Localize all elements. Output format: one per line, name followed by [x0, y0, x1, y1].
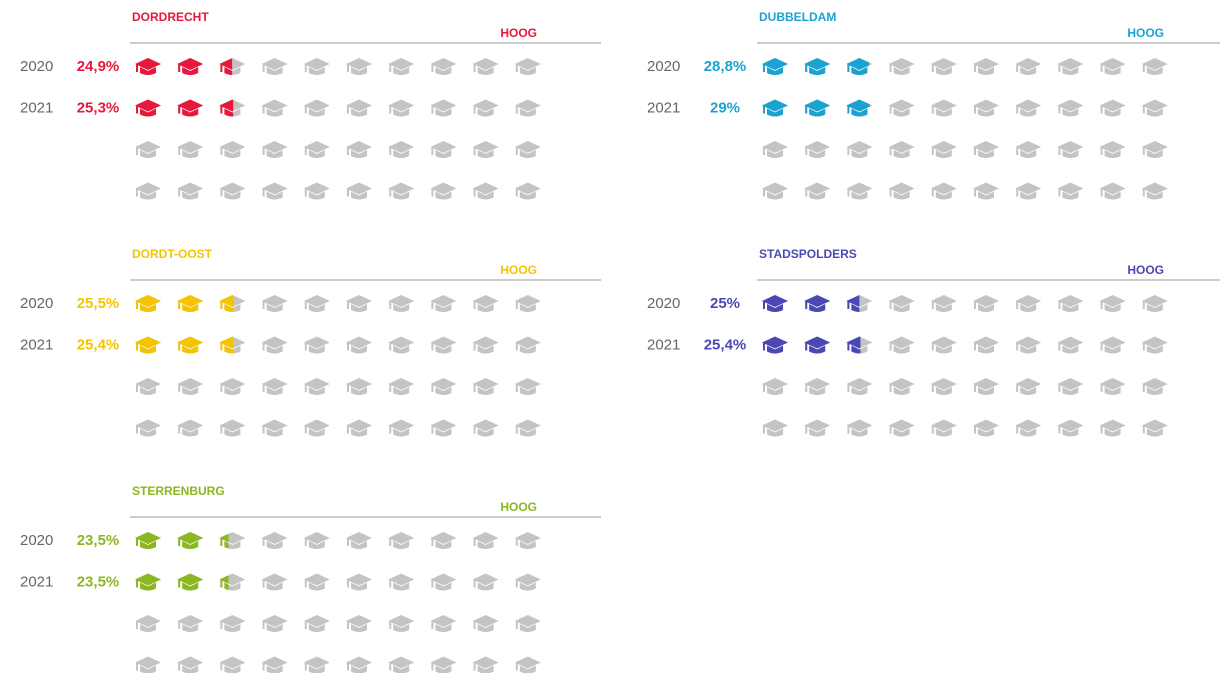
panel-title: DORDT-OOST — [132, 247, 213, 261]
icon-row-blank — [135, 615, 541, 632]
icon-row-blank — [135, 182, 541, 200]
panel-title: DUBBELDAM — [759, 10, 836, 24]
icon-row-blank — [135, 141, 541, 158]
icon-row — [135, 573, 541, 591]
value-label: 24,9% — [77, 58, 120, 75]
year-label: 2020 — [20, 295, 53, 312]
year-label: 2020 — [20, 58, 53, 75]
value-label: 23,5% — [77, 573, 120, 590]
icon-row-blank — [762, 378, 1168, 395]
icon-row — [135, 336, 541, 354]
year-label: 2020 — [647, 58, 680, 75]
icon-row-blank — [762, 419, 1168, 437]
year-label: 2021 — [20, 336, 53, 353]
panel-title: DORDRECHT — [132, 10, 209, 24]
panel-title: STADSPOLDERS — [759, 247, 857, 261]
panel-annotation: HOOG — [500, 263, 537, 277]
value-label: 25,4% — [704, 336, 747, 353]
value-label: 25,5% — [77, 295, 120, 312]
icon-row — [135, 99, 541, 117]
icon-row-blank — [762, 141, 1168, 158]
value-label: 29% — [710, 99, 740, 116]
panel: STERRENBURG HOOG 2020 23,5% 2021 23,5% — [20, 484, 601, 673]
panel-annotation: HOOG — [500, 500, 537, 514]
panel-annotation: HOOG — [1127, 26, 1164, 40]
panel-annotation: HOOG — [500, 26, 537, 40]
panel: STADSPOLDERS HOOG 2020 25% 2021 25,4% — [647, 247, 1220, 437]
icon-row-blank — [762, 182, 1168, 200]
panel: DORDT-OOST HOOG 2020 25,5% 2021 25,4% — [20, 247, 601, 437]
value-label: 25% — [710, 295, 740, 312]
year-label: 2020 — [647, 295, 680, 312]
panel: DUBBELDAM HOOG 2020 28,8% 2021 29% — [647, 10, 1220, 200]
value-label: 23,5% — [77, 532, 120, 549]
icon-row-blank — [135, 378, 541, 395]
year-label: 2021 — [20, 573, 53, 590]
value-label: 28,8% — [704, 58, 747, 75]
icon-row — [135, 532, 541, 549]
year-label: 2021 — [647, 336, 680, 353]
panel-title: STERRENBURG — [132, 484, 225, 498]
icon-row — [762, 58, 1168, 75]
icon-row — [762, 336, 1168, 354]
icon-row — [135, 295, 541, 312]
icon-row — [762, 295, 1168, 312]
year-label: 2020 — [20, 532, 53, 549]
panel-annotation: HOOG — [1127, 263, 1164, 277]
value-label: 25,3% — [77, 99, 120, 116]
icon-row — [762, 99, 1168, 117]
icon-row-blank — [135, 419, 541, 437]
icon-row — [135, 58, 541, 75]
year-label: 2021 — [647, 99, 680, 116]
year-label: 2021 — [20, 99, 53, 116]
panel: DORDRECHT HOOG 2020 24,9% 2021 25,3% — [20, 10, 601, 200]
value-label: 25,4% — [77, 336, 120, 353]
icon-row-blank — [135, 656, 541, 673]
